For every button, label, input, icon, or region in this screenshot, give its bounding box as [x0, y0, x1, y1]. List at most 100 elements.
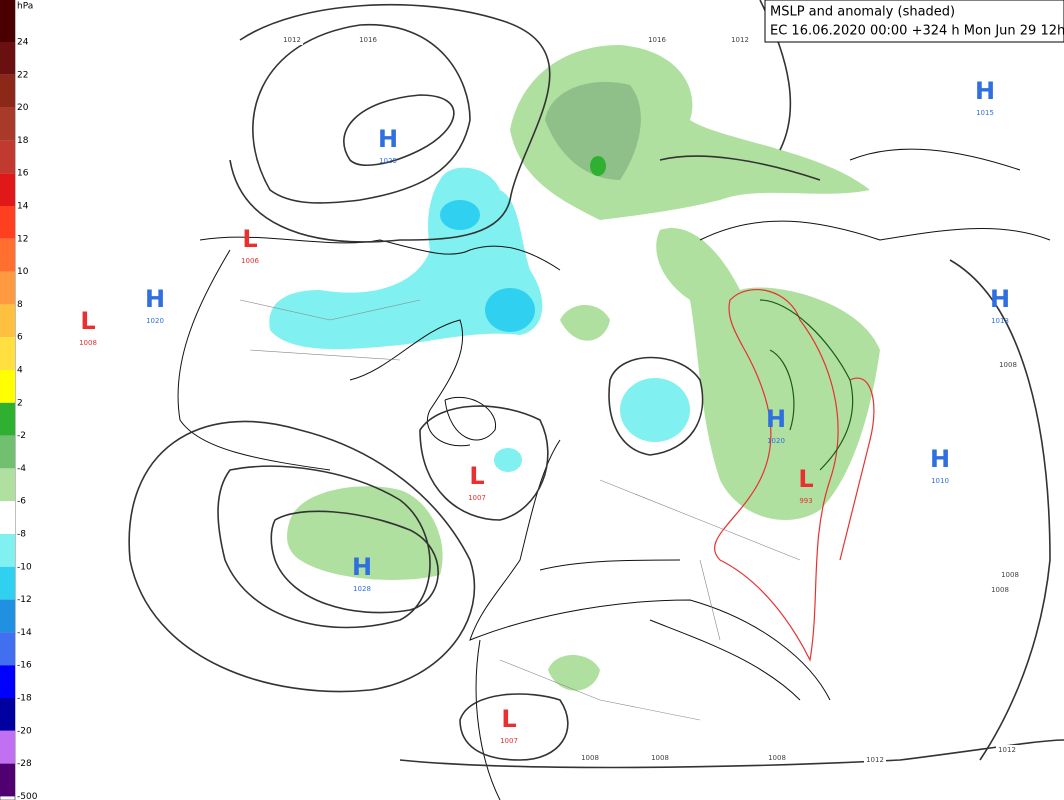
colorbar-label: 10	[17, 267, 29, 277]
positive-anomaly	[656, 228, 880, 520]
colorbar-label: -8	[17, 530, 26, 540]
colorbar-segment	[0, 173, 15, 206]
isobar-label-bg	[999, 570, 1021, 580]
system-letter: H	[352, 553, 372, 581]
positive-anomaly	[590, 156, 606, 176]
colorbar-label: -4	[17, 464, 26, 474]
colorbar-label: 20	[17, 103, 29, 113]
system-letter: H	[766, 405, 786, 433]
colorbar-label: 8	[17, 300, 23, 310]
isobar-label-bg	[996, 745, 1018, 755]
system-pressure: 1007	[500, 737, 518, 745]
colorbar-segment	[0, 730, 15, 764]
anomaly-contour	[839, 377, 875, 561]
colorbar-label: -10	[17, 562, 32, 572]
colorbar-segment	[0, 534, 15, 567]
colorbar-label: 4	[17, 366, 23, 376]
system-letter: L	[80, 307, 95, 335]
title-line: MSLP and anomaly (shaded)	[770, 5, 955, 20]
colorbar-label: -12	[17, 595, 32, 605]
isobar-label: 1008	[1001, 571, 1019, 579]
system-letter: L	[798, 465, 813, 493]
positive-anomaly	[560, 305, 610, 341]
isobar-label: 1008	[991, 586, 1009, 594]
isobar-label-bg	[646, 35, 668, 45]
system-letter: L	[501, 705, 516, 733]
system-pressure: 1010	[931, 477, 949, 485]
isobar	[949, 259, 1051, 761]
colorbar-label: -28	[17, 759, 32, 769]
colorbar-segment	[0, 42, 15, 75]
isobar	[608, 356, 704, 456]
isobar-label: 1008	[651, 754, 669, 762]
colorbar-segment	[0, 271, 15, 305]
colorbar-segment	[0, 468, 15, 502]
border	[239, 299, 801, 721]
system-pressure: 1006	[241, 257, 259, 265]
system-pressure: 1007	[468, 494, 486, 502]
title-box: MSLP and anomaly (shaded) EC 16.06.2020 …	[764, 0, 1064, 43]
colorbar-segment	[0, 435, 15, 469]
isobar-label: 1012	[283, 36, 301, 44]
isobar-label: 1016	[648, 36, 666, 44]
pressure-systems: H 1025 L 1006 H 1020 L 1008 H 1015 H 1013 H 1020 L 993 H…	[79, 77, 1010, 745]
title-frame	[764, 0, 1064, 43]
colorbar-label: 16	[17, 169, 29, 179]
positive-anomaly	[545, 81, 641, 180]
anomaly-shading	[269, 45, 880, 691]
colorbar-segment	[0, 402, 15, 436]
system-letter: L	[469, 462, 484, 490]
system-pressure: 1028	[353, 585, 371, 593]
colorbar-label: 22	[17, 70, 28, 80]
colorbar-segment	[0, 0, 15, 42]
isobar	[252, 24, 471, 204]
negative-anomaly	[620, 378, 690, 442]
isobar-label-bg	[989, 585, 1011, 595]
isobar-label: 1008	[999, 361, 1017, 369]
isobar-label-bg	[766, 753, 788, 763]
isobar	[229, 3, 551, 243]
isobar-label-bg	[729, 35, 751, 45]
isobar-label-bg	[357, 35, 379, 45]
colorbar-segment	[0, 665, 15, 698]
anomaly-contour	[759, 299, 854, 471]
colorbar-label: 6	[17, 333, 23, 343]
colorbar: hPa 24 22 20 18 16 14 12 10 8 6 4 2 -2 -4 -6 -8 -10 -12 -14…	[0, 0, 38, 800]
colorbar-segment	[0, 304, 15, 338]
coastlines	[177, 148, 1051, 800]
colorbar-label: 2	[17, 398, 23, 408]
colorbar-unit: hPa	[17, 2, 33, 12]
colorbar-segment	[0, 632, 15, 666]
system-pressure: 1008	[79, 339, 97, 347]
positive-anomaly	[287, 486, 443, 580]
colorbar-segment	[0, 107, 15, 141]
colorbar-segment	[0, 698, 15, 731]
colorbar-label: -18	[17, 694, 32, 704]
colorbar-segment	[0, 206, 15, 239]
isobar	[399, 739, 1064, 769]
system-pressure: 1020	[146, 317, 164, 325]
anomaly-contour	[713, 289, 839, 662]
colorbar-segment	[0, 763, 15, 797]
isobar	[217, 465, 431, 629]
colorbar-segment	[0, 566, 15, 600]
system-letter: H	[378, 125, 398, 153]
isobar	[128, 420, 476, 693]
title-line: EC 16.06.2020 00:00 +324 h Mon Jun 29 12…	[770, 24, 1064, 39]
colorbar-label: -2	[17, 431, 26, 441]
system-pressure: 1025	[379, 157, 397, 165]
colorbar-label: 24	[17, 38, 29, 48]
colorbar-label: -6	[17, 497, 26, 507]
isobar-label-bg	[997, 360, 1019, 370]
system-letter: H	[145, 285, 165, 313]
negative-anomaly	[485, 288, 535, 332]
colorbar-segment	[0, 370, 15, 403]
isobar-label: 1012	[998, 746, 1016, 754]
colorbar-label: -500	[17, 792, 38, 800]
isobar-label-bg	[281, 35, 303, 45]
isobar-labels: 1012 1016 1016 1012 1008 1008 1008 1008 1008 1008…	[281, 35, 1021, 765]
isobar	[270, 510, 439, 614]
system-pressure: 1013	[991, 317, 1009, 325]
negative-anomaly	[440, 200, 480, 230]
